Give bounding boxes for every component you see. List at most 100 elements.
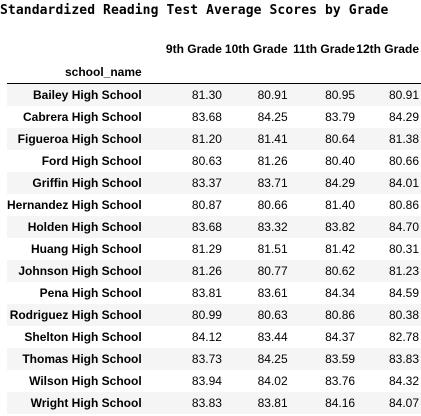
index-name: school_name <box>7 61 148 84</box>
score-cell: 83.83 <box>191 395 222 410</box>
row-label-school: Huang High School <box>31 241 142 256</box>
table-caption: Standardized Reading Test Average Scores… <box>0 3 389 18</box>
score-cell: 83.68 <box>191 219 222 234</box>
table-row: Hernandez High School 80.87 80.66 81.40 80.8… <box>7 194 421 216</box>
table-row: Pena High School 83.81 83.61 84.34 84.59 <box>7 282 421 304</box>
score-cell: 80.91 <box>257 87 288 102</box>
score-cell: 84.59 <box>388 285 419 300</box>
score-cell: 81.51 <box>257 241 288 256</box>
table-row: Huang High School 81.29 81.51 81.42 80.31 <box>7 238 421 260</box>
table-row: Johnson High School 81.26 80.77 80.62 81.23 <box>7 259 421 282</box>
row-label-school: Wright High School <box>30 395 142 410</box>
score-cell: 80.31 <box>388 241 419 256</box>
score-cell: 83.73 <box>191 351 222 366</box>
score-cell: 84.12 <box>191 329 222 344</box>
score-cell: 84.02 <box>257 373 288 388</box>
score-cell: 80.99 <box>191 307 222 322</box>
row-label-school: Holden High School <box>27 219 142 234</box>
table-row: Cabrera High School 83.68 84.25 83.79 84.29 <box>7 106 421 128</box>
table-row: Thomas High School 83.73 84.25 83.59 83.83 <box>7 347 421 370</box>
table-row: Wright High School 83.83 83.81 84.16 84.07 <box>7 391 421 414</box>
score-cell: 83.71 <box>257 175 288 190</box>
score-cell: 82.78 <box>388 329 419 344</box>
score-cell: 83.61 <box>257 285 288 300</box>
score-cell: 81.41 <box>257 131 288 146</box>
score-cell: 81.42 <box>325 241 356 256</box>
row-label-school: Bailey High School <box>33 87 142 102</box>
score-cell: 84.16 <box>325 395 356 410</box>
score-cell: 84.29 <box>388 109 419 124</box>
table-row: Ford High School 80.63 81.26 80.40 80.66 <box>7 150 421 172</box>
table-body: Bailey High School 81.30 80.91 80.95 80.91 Ca… <box>7 83 421 414</box>
score-cell: 80.66 <box>388 153 419 168</box>
score-cell: 80.62 <box>325 263 356 278</box>
row-label-school: Griffin High School <box>32 175 142 190</box>
table-row: Shelton High School 84.12 83.44 84.37 82.78 <box>7 326 421 348</box>
score-cell: 81.29 <box>191 241 222 256</box>
empty-header-cell <box>355 61 421 84</box>
score-cell: 83.83 <box>388 351 419 366</box>
score-cell: 81.26 <box>257 153 288 168</box>
score-cell: 83.81 <box>257 395 288 410</box>
score-cell: 83.76 <box>325 373 356 388</box>
score-cell: 81.38 <box>388 131 419 146</box>
score-cell: 80.86 <box>325 307 356 322</box>
score-cell: 83.82 <box>325 219 356 234</box>
header-corner <box>7 37 148 61</box>
score-cell: 84.32 <box>388 373 419 388</box>
row-label-school: Figueroa High School <box>17 131 142 146</box>
table-row: Griffin High School 83.37 83.71 84.29 84.01 <box>7 171 421 194</box>
score-cell: 84.34 <box>325 285 356 300</box>
score-cell: 80.40 <box>325 153 356 168</box>
table-row: Wilson High School 83.94 84.02 83.76 84.32 <box>7 370 421 392</box>
column-header: 11th Grade <box>293 42 356 56</box>
score-cell: 80.86 <box>388 197 419 212</box>
score-cell: 80.38 <box>388 307 419 322</box>
score-cell: 84.07 <box>388 395 419 410</box>
score-cell: 83.44 <box>257 329 288 344</box>
empty-header-cell <box>147 61 222 84</box>
score-cell: 84.25 <box>257 351 288 366</box>
score-cell: 80.66 <box>257 197 288 212</box>
empty-header-cell <box>221 61 288 84</box>
score-cell: 83.37 <box>191 175 222 190</box>
score-cell: 81.30 <box>191 87 222 102</box>
score-cell: 81.23 <box>388 263 419 278</box>
index-name-row: school_name <box>7 61 421 84</box>
row-label-school: Hernandez High School <box>7 197 142 212</box>
score-cell: 80.64 <box>325 131 356 146</box>
row-label-school: Thomas High School <box>22 351 142 366</box>
score-cell: 83.79 <box>325 109 356 124</box>
score-cell: 84.25 <box>257 109 288 124</box>
score-cell: 80.91 <box>388 87 419 102</box>
score-cell: 84.29 <box>325 175 356 190</box>
score-cell: 81.26 <box>191 263 222 278</box>
column-header: 9th Grade <box>165 42 222 56</box>
row-label-school: Ford High School <box>41 153 142 168</box>
score-cell: 83.68 <box>191 109 222 124</box>
score-cell: 81.40 <box>325 197 356 212</box>
score-cell: 80.63 <box>191 153 222 168</box>
table-row: Bailey High School 81.30 80.91 80.95 80.91 <box>7 83 421 106</box>
score-cell: 83.81 <box>191 285 222 300</box>
column-header: 10th Grade <box>224 42 288 56</box>
score-cell: 80.63 <box>257 307 288 322</box>
row-label-school: Shelton High School <box>24 329 142 344</box>
score-cell: 80.77 <box>257 263 288 278</box>
score-cell: 84.37 <box>325 329 356 344</box>
table-row: Rodriguez High School 80.99 80.63 80.86 80.3… <box>7 303 421 326</box>
empty-header-cell <box>287 61 356 84</box>
table-row: Holden High School 83.68 83.32 83.82 84.70 <box>7 215 421 238</box>
score-cell: 83.94 <box>191 373 222 388</box>
row-label-school: Johnson High School <box>18 263 142 278</box>
column-header: 12th Grade <box>356 42 419 56</box>
score-cell: 83.59 <box>325 351 356 366</box>
row-label-school: Rodriguez High School <box>9 307 142 322</box>
score-cell: 84.70 <box>388 219 419 234</box>
score-cell: 83.32 <box>257 219 288 234</box>
row-label-school: Wilson High School <box>29 373 142 388</box>
row-label-school: Pena High School <box>39 285 142 300</box>
score-cell: 80.95 <box>325 87 356 102</box>
dataframe-table: 9th Grade 10th Grade 11th Grade 12th Gra… <box>7 37 421 414</box>
score-cell: 80.87 <box>191 197 222 212</box>
